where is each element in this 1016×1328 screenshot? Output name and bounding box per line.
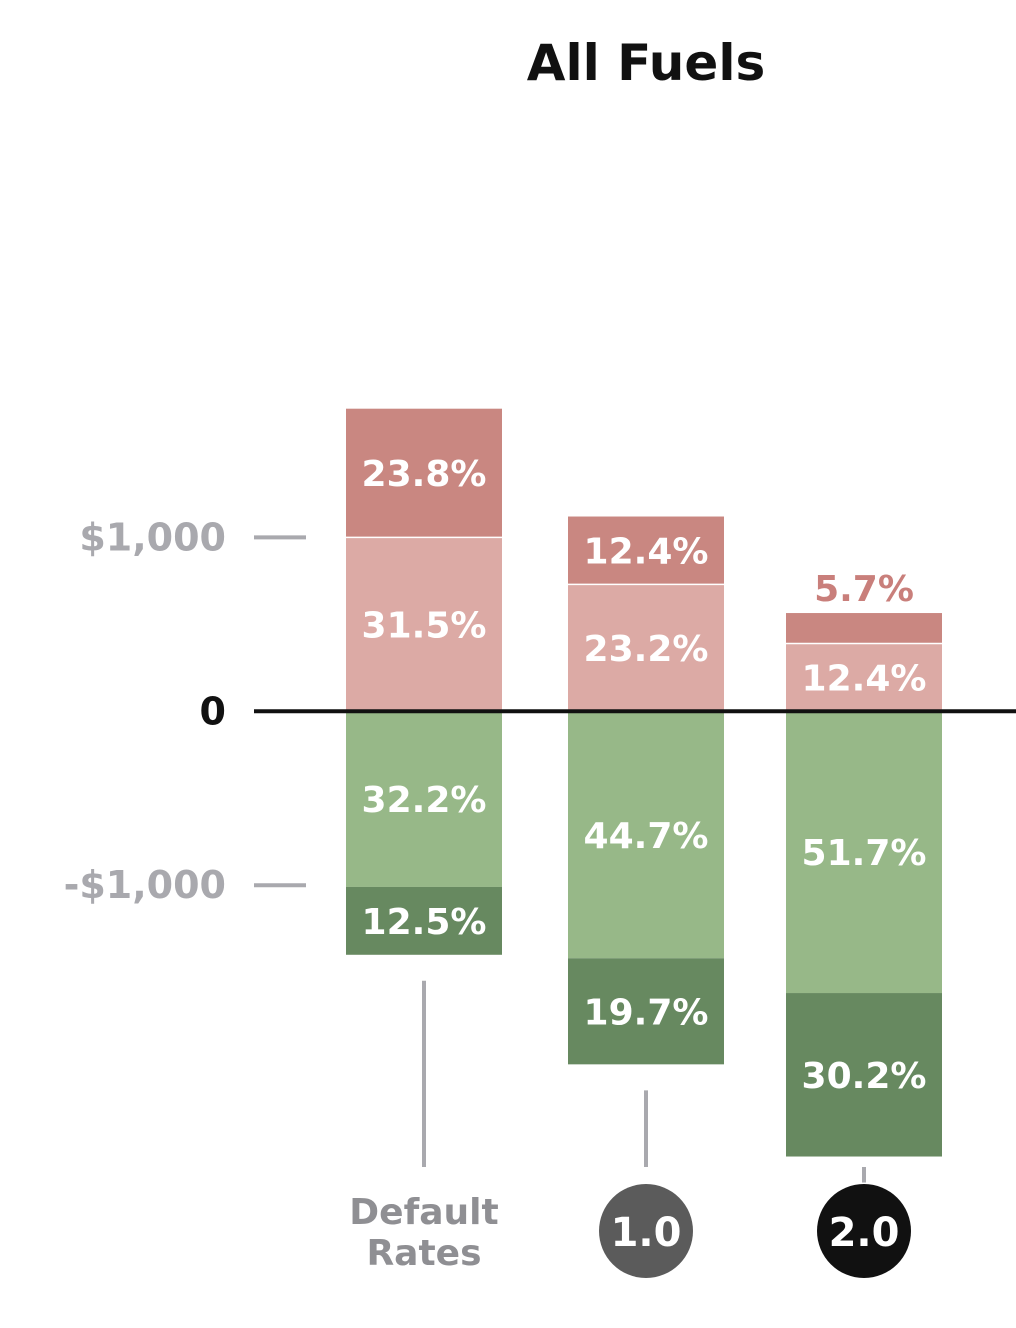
y-tick-label: 0 xyxy=(200,689,226,733)
data-label: 12.5% xyxy=(362,902,487,943)
data-label: 19.7% xyxy=(584,992,709,1033)
data-label: 12.4% xyxy=(802,658,927,699)
bar-segment-positive-outer-segment xyxy=(568,516,724,585)
bar-segment-positive-inner-segment xyxy=(346,537,502,712)
bar-segment-negative-outer-segment xyxy=(346,886,502,955)
bar-segment-negative-outer-segment xyxy=(786,993,942,1157)
bar-segment-positive-inner-segment xyxy=(568,584,724,712)
category-label: 2.0 xyxy=(829,1210,900,1256)
data-label: 30.2% xyxy=(802,1056,927,1097)
bar-segment-positive-outer-segment xyxy=(346,408,502,538)
data-label: 32.2% xyxy=(362,780,487,821)
chart-title: All Fuels xyxy=(527,34,765,92)
category-label: 1.0 xyxy=(611,1210,682,1256)
category-badge xyxy=(817,1184,911,1278)
category-label: Default Rates xyxy=(349,1192,498,1274)
data-label: 51.7% xyxy=(802,833,927,874)
data-label: 31.5% xyxy=(362,605,487,646)
y-tick-label: $1,000 xyxy=(79,515,226,559)
data-label: 44.7% xyxy=(584,816,709,857)
bar-segment-negative-outer-segment xyxy=(568,958,724,1065)
bar-segment-negative-inner-segment xyxy=(786,711,942,994)
category-badge xyxy=(599,1184,693,1278)
y-tick-label: -$1,000 xyxy=(64,863,226,907)
bar-segment-positive-inner-segment xyxy=(786,643,942,712)
data-label: 5.7% xyxy=(814,569,914,610)
data-label: 12.4% xyxy=(584,531,709,572)
bar-segment-negative-inner-segment xyxy=(568,711,724,959)
data-label: 23.2% xyxy=(584,629,709,670)
data-label: 23.8% xyxy=(362,454,487,495)
bar-segment-negative-inner-segment xyxy=(346,711,502,887)
bar-segment-positive-outer-segment xyxy=(786,613,942,644)
